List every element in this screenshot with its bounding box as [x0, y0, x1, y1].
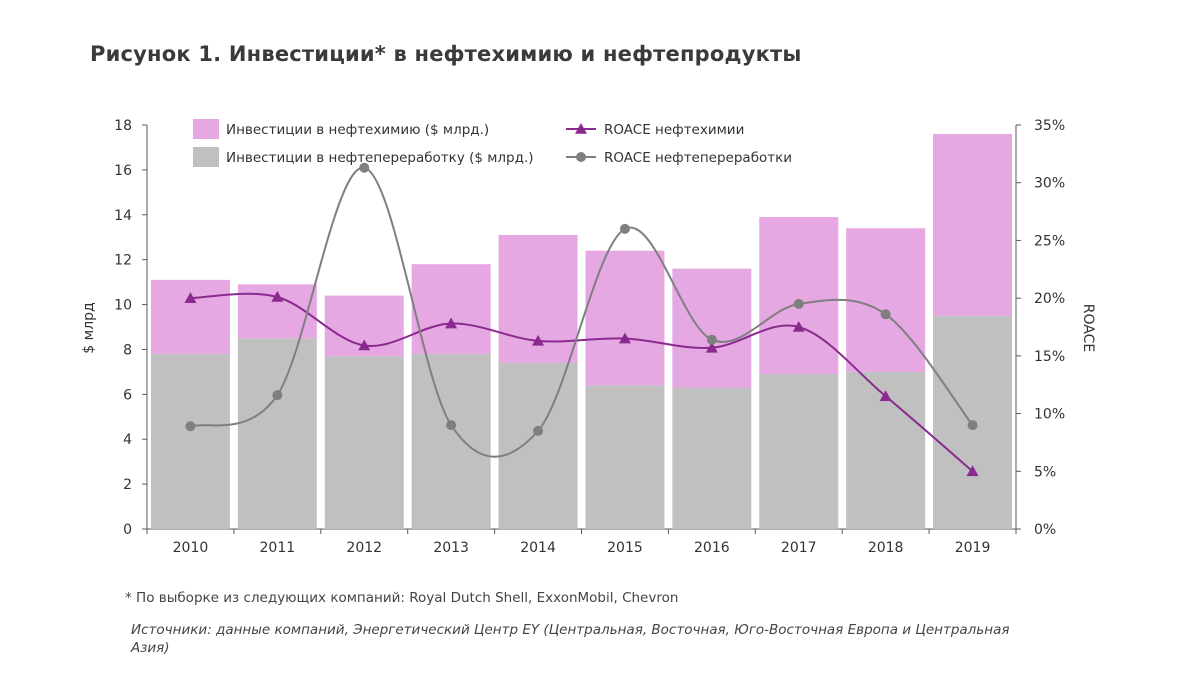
roace-petrochem-point	[705, 341, 718, 353]
roace-petrochem-point	[358, 339, 371, 351]
chart-title: Рисунок 1. Инвестиции* в нефтехимию и не…	[90, 42, 802, 66]
x-tick-label: 2010	[173, 540, 209, 556]
bar-petrochem	[411, 264, 491, 354]
y-tick-label: 6	[123, 387, 132, 403]
roace-refining-point	[880, 309, 891, 320]
y2-tick-label: 0%	[1034, 522, 1056, 538]
legend-label: ROACE нефтехимии	[604, 122, 744, 138]
roace-refining-point	[533, 425, 544, 436]
x-tick-label: 2016	[694, 540, 730, 556]
roace-petrochem-point	[879, 390, 892, 402]
roace-refining-line	[190, 166, 974, 458]
y-tick-label: 12	[114, 253, 132, 269]
sources-note: Источники: данные компаний, Энергетическ…	[131, 622, 1010, 656]
bar-refining	[324, 356, 404, 529]
y2-tick-label: 25%	[1034, 233, 1065, 249]
bar-petrochem	[672, 268, 752, 388]
roace-petrochem-point	[532, 334, 545, 346]
bar-refining	[585, 385, 665, 529]
roace-refining-point	[706, 334, 717, 345]
roace-petrochem-point	[966, 465, 979, 477]
x-tick-label: 2017	[781, 540, 817, 556]
y-tick-label: 8	[123, 342, 132, 358]
roace-refining-point	[619, 223, 630, 234]
y-tick-label: 18	[114, 118, 132, 134]
line-series	[184, 162, 979, 477]
y-tick-label: 2	[123, 477, 132, 493]
y2-tick-label: 35%	[1034, 118, 1065, 134]
y-tick-label: 10	[114, 298, 132, 314]
bar-refining	[411, 353, 491, 529]
x-tick-label: 2011	[260, 540, 296, 556]
roace-petrochem-line	[190, 292, 974, 473]
x-tick-label: 2014	[520, 540, 556, 556]
y-tick-label: 16	[114, 163, 132, 179]
x-tick-label: 2012	[346, 540, 382, 556]
y-tick-label: 14	[114, 208, 132, 224]
roace-refining-point	[185, 421, 196, 432]
roace-refining-point	[272, 390, 283, 401]
y-axis-label: $ млрд	[81, 302, 97, 353]
roace-petrochem-point	[618, 332, 631, 344]
y2-tick-label: 20%	[1034, 291, 1065, 307]
roace-petrochem-point	[271, 290, 284, 302]
bar-petrochem	[585, 250, 665, 386]
bar-refining	[498, 362, 578, 529]
y2-tick-label: 30%	[1034, 176, 1065, 192]
bar-petrochem	[846, 228, 926, 372]
roace-refining-point	[793, 298, 804, 309]
roace-refining-point	[446, 420, 457, 431]
legend-label: ROACE нефтепереработки	[604, 150, 792, 166]
bar-petrochem	[933, 133, 1013, 316]
footnote: * По выборке из следующих компаний: Roya…	[125, 590, 679, 606]
bar-series	[150, 133, 1013, 529]
roace-petrochem-point	[792, 321, 805, 332]
roace-refining-point	[967, 420, 978, 431]
bar-refining	[672, 387, 752, 529]
x-tick-label: 2019	[955, 540, 991, 556]
roace-petrochem-point	[184, 292, 197, 303]
bar-refining	[150, 353, 230, 529]
y-tick-label: 4	[123, 432, 132, 448]
x-tick-label: 2013	[433, 540, 469, 556]
bar-petrochem	[759, 217, 839, 375]
legend-marker	[576, 152, 586, 162]
x-tick-label: 2015	[607, 540, 643, 556]
y2-tick-label: 10%	[1034, 407, 1065, 423]
y2-tick-label: 15%	[1034, 349, 1065, 365]
y2-tick-label: 5%	[1034, 464, 1056, 480]
roace-petrochem-point	[445, 317, 458, 329]
tick-labels: 0 2 4 6 8 10 12 14 16 18 0% 5% 10% 15% 20% 25% 30% 35% 201…	[114, 118, 1065, 556]
legend: Инвестиции в нефтехимию ($ млрд.) Инвести…	[193, 119, 792, 167]
legend-swatch	[193, 147, 219, 167]
bar-refining	[237, 338, 317, 529]
y2-axis-label: ROACE	[1080, 304, 1096, 352]
legend-label: Инвестиции в нефтехимию ($ млрд.)	[226, 122, 489, 138]
legend-marker	[575, 123, 587, 134]
legend-swatch	[193, 119, 219, 139]
legend-label: Инвестиции в нефтепереработку ($ млрд.)	[226, 150, 534, 166]
x-tick-label: 2018	[868, 540, 904, 556]
bar-refining	[759, 374, 839, 529]
roace-refining-point	[359, 162, 370, 173]
bar-petrochem	[150, 279, 230, 354]
y-tick-label: 0	[123, 522, 132, 538]
